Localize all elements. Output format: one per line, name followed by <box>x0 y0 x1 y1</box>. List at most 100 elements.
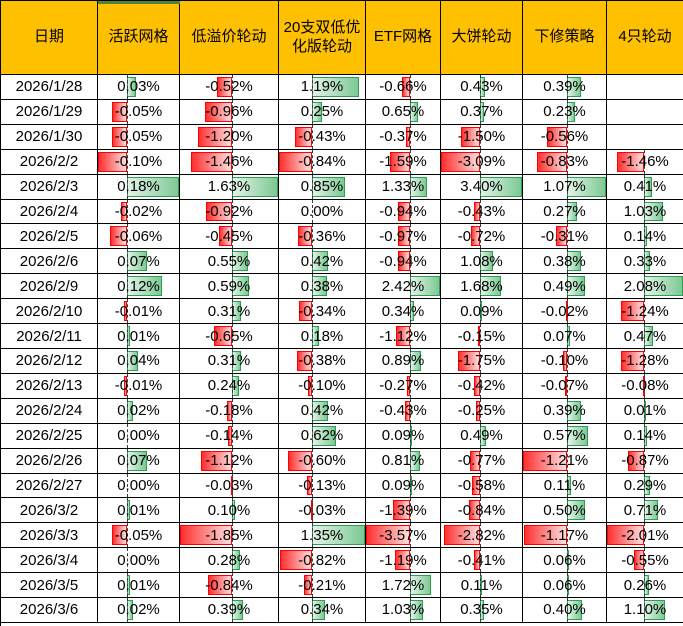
value-cell[interactable]: 0.38% <box>279 274 366 300</box>
value-cell[interactable]: 0.50% <box>523 498 607 524</box>
value-cell[interactable]: -0.10% <box>523 348 607 374</box>
value-cell[interactable]: 0.09% <box>366 473 441 499</box>
date-cell[interactable]: 2026/2/9 <box>1 274 98 300</box>
date-cell[interactable]: 2026/2/24 <box>1 398 98 424</box>
value-cell[interactable]: -1.28% <box>607 348 683 374</box>
value-cell[interactable]: 1.35% <box>279 523 366 549</box>
value-cell[interactable]: 0.47% <box>607 324 683 349</box>
value-cell[interactable]: 0.07% <box>98 448 180 474</box>
value-cell[interactable]: -0.97% <box>366 224 441 250</box>
value-cell[interactable]: 1.03% <box>607 199 683 225</box>
value-cell[interactable]: -0.18% <box>180 398 279 424</box>
value-cell[interactable]: 0.01% <box>98 573 180 599</box>
value-cell[interactable]: 0.18% <box>279 324 366 349</box>
value-cell[interactable]: 0.34% <box>279 598 366 623</box>
value-cell[interactable]: 0.49% <box>441 423 523 449</box>
value-cell[interactable]: -3.09% <box>441 149 523 175</box>
value-cell[interactable]: -0.60% <box>279 448 366 474</box>
value-cell[interactable]: 0.11% <box>523 473 607 499</box>
value-cell[interactable]: -0.31% <box>523 224 607 250</box>
date-cell[interactable]: 2026/2/10 <box>1 299 98 325</box>
value-cell[interactable]: -1.75% <box>441 348 523 374</box>
date-cell[interactable]: 2026/2/11 <box>1 324 98 349</box>
date-cell[interactable]: 2026/2/5 <box>1 224 98 250</box>
date-cell[interactable]: 2026/2/12 <box>1 348 98 374</box>
value-cell[interactable]: 0.18% <box>98 174 180 200</box>
date-cell[interactable]: 2026/1/29 <box>1 99 98 125</box>
value-cell[interactable]: -0.05% <box>98 99 180 125</box>
value-cell[interactable]: -0.05% <box>98 124 180 150</box>
value-cell[interactable]: -0.87% <box>607 448 683 474</box>
value-cell[interactable]: 0.42% <box>279 249 366 275</box>
value-cell[interactable]: -0.02% <box>98 199 180 225</box>
value-cell[interactable]: -0.38% <box>279 348 366 374</box>
value-cell[interactable]: -1.21% <box>523 448 607 474</box>
value-cell[interactable]: 1.72% <box>366 573 441 599</box>
value-cell[interactable]: -0.05% <box>98 523 180 549</box>
value-cell[interactable]: -0.52% <box>180 75 279 100</box>
date-cell[interactable]: 2026/3/4 <box>1 548 98 574</box>
value-cell[interactable]: -0.02% <box>523 299 607 325</box>
date-cell[interactable]: 2026/2/3 <box>1 174 98 200</box>
value-cell[interactable]: 0.11% <box>441 573 523 599</box>
value-cell[interactable]: 0.42% <box>279 398 366 424</box>
value-cell[interactable] <box>607 125 683 150</box>
value-cell[interactable]: 1.68% <box>441 274 523 300</box>
value-cell[interactable]: 0.01% <box>607 398 683 424</box>
value-cell[interactable]: 0.14% <box>607 224 683 250</box>
value-cell[interactable]: -0.41% <box>441 548 523 574</box>
value-cell[interactable]: -0.07% <box>523 373 607 399</box>
column-header-4[interactable]: ETF网格 <box>366 1 441 75</box>
value-cell[interactable]: 0.37% <box>441 99 523 125</box>
value-cell[interactable]: 0.39% <box>523 398 607 424</box>
value-cell[interactable]: 0.01% <box>98 324 180 349</box>
value-cell[interactable]: 0.26% <box>607 573 683 599</box>
value-cell[interactable]: 1.33% <box>366 174 441 200</box>
value-cell[interactable]: -0.03% <box>180 473 279 499</box>
value-cell[interactable]: -0.82% <box>279 548 366 574</box>
value-cell[interactable]: -0.42% <box>441 373 523 399</box>
value-cell[interactable]: 0.04% <box>98 348 180 374</box>
value-cell[interactable]: 0.00% <box>98 423 180 449</box>
value-cell[interactable]: -0.83% <box>523 149 607 175</box>
value-cell[interactable]: 0.23% <box>523 99 607 125</box>
value-cell[interactable]: -0.13% <box>279 473 366 499</box>
value-cell[interactable]: -2.82% <box>441 523 523 549</box>
date-cell[interactable]: 2026/3/6 <box>1 598 98 623</box>
date-cell[interactable]: 2026/2/25 <box>1 423 98 449</box>
value-cell[interactable]: 0.41% <box>607 174 683 200</box>
date-cell[interactable]: 2026/3/3 <box>1 523 98 549</box>
date-cell[interactable]: 2026/2/6 <box>1 249 98 275</box>
value-cell[interactable]: 0.01% <box>98 498 180 524</box>
value-cell[interactable]: 2.42% <box>366 274 441 300</box>
value-cell[interactable]: -0.15% <box>441 324 523 349</box>
column-header-0[interactable]: 日期 <box>1 1 98 75</box>
value-cell[interactable]: 0.43% <box>441 75 523 100</box>
value-cell[interactable]: 3.40% <box>441 174 523 200</box>
value-cell[interactable]: -0.43% <box>441 199 523 225</box>
value-cell[interactable]: 0.25% <box>279 99 366 125</box>
value-cell[interactable]: -1.46% <box>180 149 279 175</box>
value-cell[interactable]: -0.03% <box>279 498 366 524</box>
value-cell[interactable]: 0.89% <box>366 348 441 374</box>
value-cell[interactable]: 0.09% <box>366 423 441 449</box>
value-cell[interactable]: -0.66% <box>366 75 441 100</box>
date-cell[interactable]: 2026/1/28 <box>1 75 98 100</box>
date-cell[interactable]: 2026/2/4 <box>1 199 98 225</box>
value-cell[interactable]: 0.06% <box>523 548 607 574</box>
value-cell[interactable]: -1.20% <box>180 124 279 150</box>
value-cell[interactable]: -1.85% <box>180 523 279 549</box>
value-cell[interactable]: 0.31% <box>180 348 279 374</box>
value-cell[interactable]: -0.37% <box>366 124 441 150</box>
value-cell[interactable]: -0.58% <box>441 473 523 499</box>
value-cell[interactable]: 0.62% <box>279 423 366 449</box>
date-cell[interactable]: 2026/2/26 <box>1 448 98 474</box>
value-cell[interactable]: -1.12% <box>180 448 279 474</box>
value-cell[interactable]: 1.03% <box>366 598 441 623</box>
value-cell[interactable]: -0.10% <box>279 373 366 399</box>
value-cell[interactable]: -0.72% <box>441 224 523 250</box>
value-cell[interactable]: 0.00% <box>98 473 180 499</box>
value-cell[interactable]: 1.07% <box>523 174 607 200</box>
value-cell[interactable]: -0.25% <box>441 398 523 424</box>
value-cell[interactable]: -0.43% <box>279 124 366 150</box>
